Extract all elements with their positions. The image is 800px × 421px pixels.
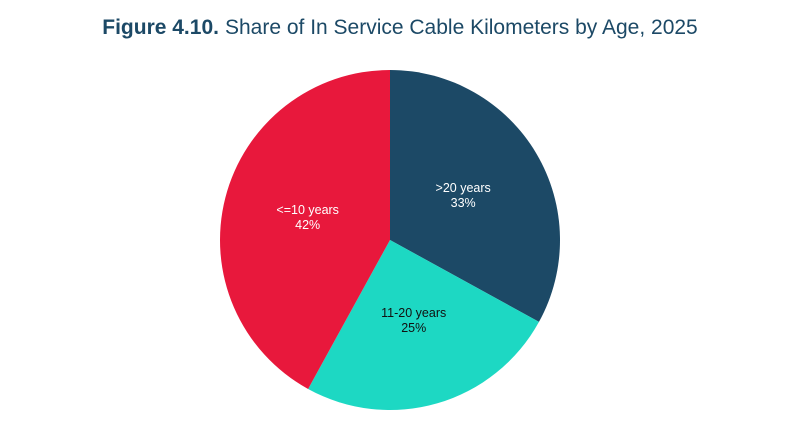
title: Figure 4.10. Share of In Service Cable Ki… [102,16,698,39]
title-text: Share of In Service Cable Kilometers by … [225,16,698,39]
slice-value-label: 33% [451,196,476,210]
pie-slice [220,70,390,389]
slice-value-label: 25% [401,321,426,335]
slice-label: 11-20 years [381,306,446,320]
title-label: Figure 4.10. [102,16,219,39]
pie-slice [390,70,560,322]
slice-label: <=10 years [276,203,339,217]
slice-label: >20 years [436,181,491,195]
slice-value-label: 42% [295,218,320,232]
pie-slice [308,240,539,410]
